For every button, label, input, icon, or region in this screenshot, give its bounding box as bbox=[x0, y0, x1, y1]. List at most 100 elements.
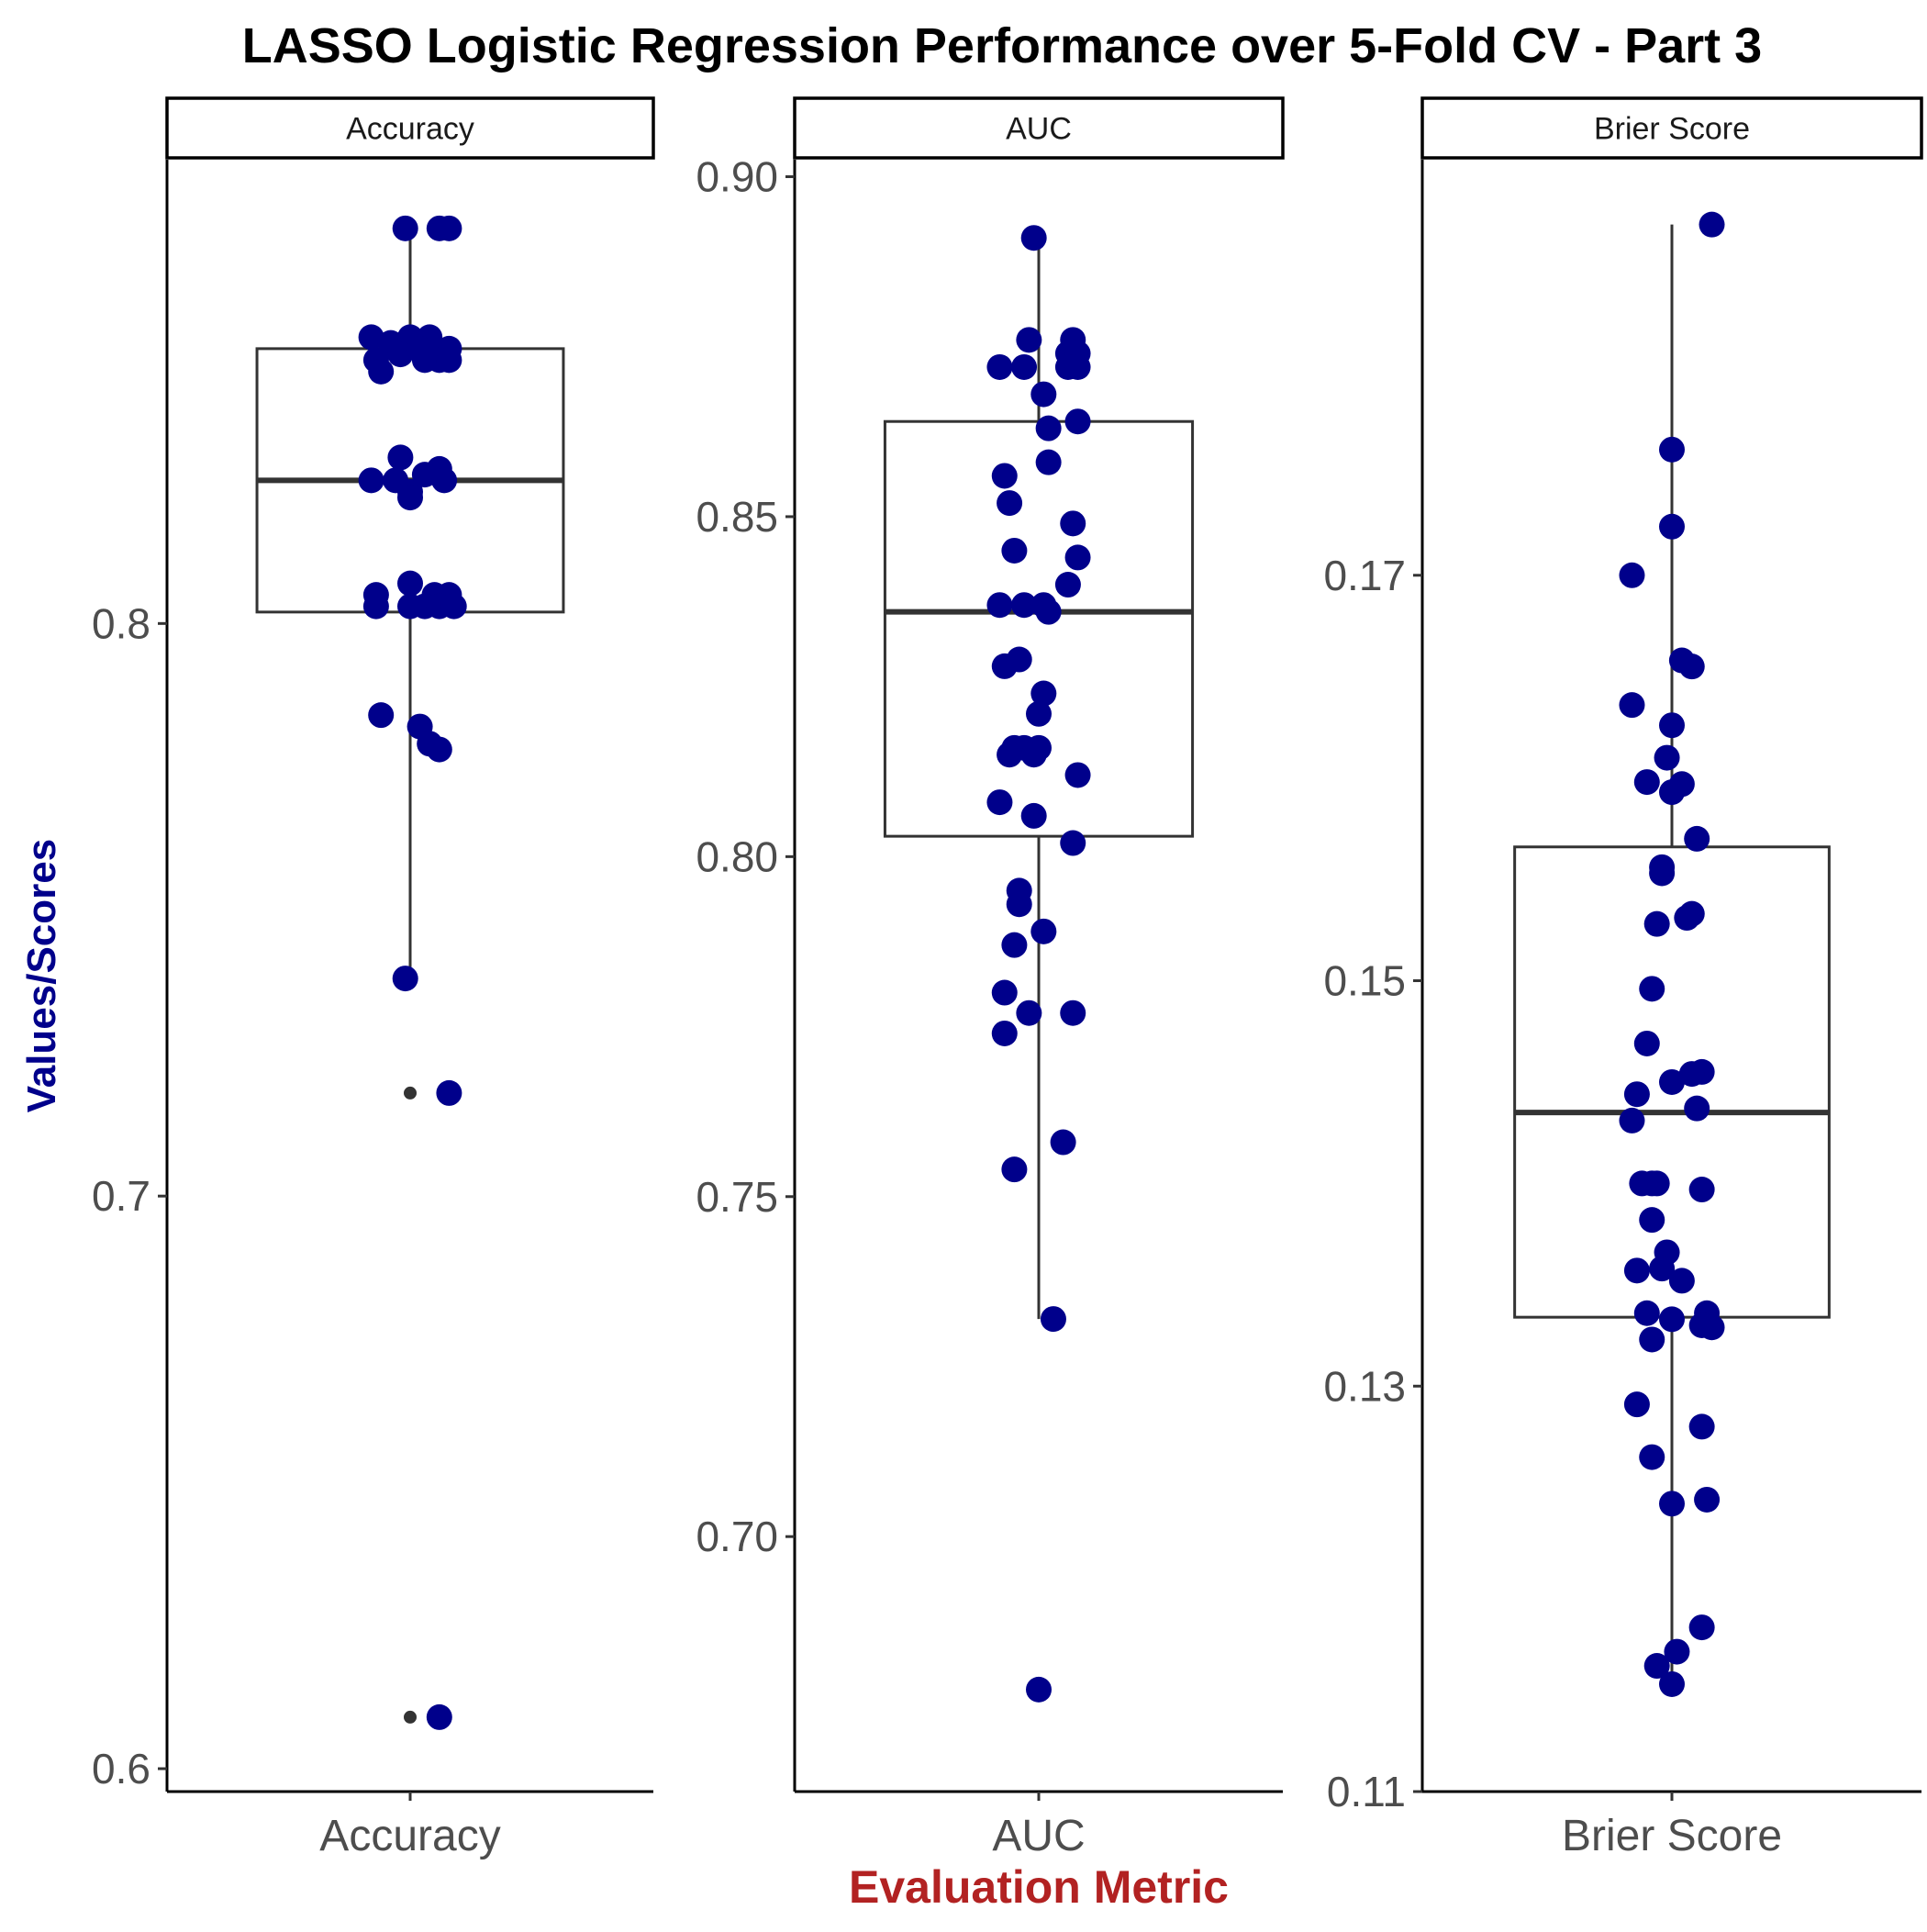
data-point bbox=[997, 490, 1023, 517]
data-point bbox=[426, 1703, 452, 1730]
data-point bbox=[1659, 1068, 1685, 1095]
y-tick-label: 0.7 bbox=[92, 1172, 150, 1220]
data-point bbox=[1026, 700, 1052, 727]
data-point bbox=[1064, 544, 1091, 571]
data-point bbox=[1030, 381, 1057, 408]
y-tick-label: 0.6 bbox=[92, 1745, 150, 1792]
data-point bbox=[1659, 712, 1685, 739]
data-point bbox=[1688, 1413, 1715, 1440]
data-point bbox=[1654, 744, 1680, 771]
data-point bbox=[1001, 1156, 1028, 1183]
y-tick-label: 0.17 bbox=[1323, 552, 1406, 599]
data-point bbox=[1619, 1107, 1645, 1134]
data-point bbox=[1659, 1670, 1685, 1697]
data-point bbox=[1040, 1306, 1066, 1333]
y-tick-label: 0.8 bbox=[92, 599, 150, 647]
facet-strip-label: Accuracy bbox=[346, 112, 474, 147]
data-point bbox=[392, 215, 418, 241]
data-point bbox=[1064, 408, 1091, 435]
data-point bbox=[1030, 918, 1057, 944]
data-point bbox=[1060, 1000, 1086, 1026]
data-point bbox=[1699, 1314, 1725, 1341]
y-tick-label: 0.13 bbox=[1323, 1362, 1406, 1410]
data-point bbox=[1639, 1170, 1665, 1197]
outlier-point bbox=[404, 1086, 417, 1100]
data-point bbox=[436, 1079, 462, 1106]
outlier-point bbox=[404, 1710, 417, 1724]
data-point bbox=[1659, 1306, 1685, 1333]
data-point bbox=[991, 979, 1018, 1006]
facet-panels: Accuracy 0.6 0.7 0.8 Accuracy AUC 0.70 0.75 0.80… bbox=[92, 96, 1923, 1860]
facet-panel: Brier Score 0.11 0.13 0.15 0.17 Brier Score bbox=[1323, 96, 1923, 1860]
data-point bbox=[1659, 1491, 1685, 1517]
data-point bbox=[1678, 1061, 1705, 1088]
data-point bbox=[1035, 449, 1062, 475]
data-point bbox=[440, 593, 467, 620]
data-point bbox=[431, 467, 458, 494]
data-point bbox=[1064, 762, 1091, 788]
y-tick-label: 0.11 bbox=[1327, 1768, 1406, 1815]
data-point bbox=[397, 570, 423, 597]
data-point bbox=[1001, 537, 1028, 564]
x-tick-label: Accuracy bbox=[319, 1812, 500, 1860]
data-point bbox=[1050, 1129, 1076, 1156]
data-point bbox=[1001, 932, 1028, 958]
data-point bbox=[1054, 572, 1081, 598]
data-point bbox=[986, 592, 1013, 619]
data-point bbox=[1035, 598, 1062, 625]
facet-strip bbox=[1420, 96, 1923, 160]
data-point bbox=[1619, 692, 1645, 719]
data-point bbox=[358, 467, 384, 494]
data-point bbox=[1016, 327, 1042, 353]
data-point bbox=[383, 467, 409, 494]
data-point bbox=[1633, 1030, 1660, 1056]
data-point bbox=[1639, 976, 1665, 1002]
y-tick-label: 0.15 bbox=[1323, 957, 1406, 1005]
facet-panel: AUC 0.70 0.75 0.80 0.85 0.90 AUC bbox=[696, 96, 1285, 1860]
data-point bbox=[1633, 769, 1660, 796]
x-tick-label: Brier Score bbox=[1562, 1812, 1782, 1860]
data-point bbox=[368, 702, 395, 729]
data-point bbox=[1619, 562, 1645, 588]
data-point bbox=[1649, 1256, 1676, 1282]
data-point bbox=[1678, 653, 1705, 680]
data-point bbox=[997, 742, 1023, 768]
data-point bbox=[358, 324, 384, 351]
y-axis-title: Values/Scores bbox=[19, 839, 64, 1112]
data-point bbox=[1035, 415, 1062, 441]
data-point bbox=[991, 1020, 1018, 1046]
data-point bbox=[1016, 1000, 1042, 1026]
data-point bbox=[1006, 646, 1032, 673]
data-point bbox=[1030, 680, 1057, 707]
data-point bbox=[1623, 1081, 1650, 1108]
data-point bbox=[362, 593, 389, 620]
data-point bbox=[1668, 1268, 1695, 1294]
data-point bbox=[1020, 225, 1047, 251]
data-point bbox=[436, 215, 462, 241]
data-point bbox=[1020, 802, 1047, 829]
data-point bbox=[1633, 1300, 1660, 1326]
data-point bbox=[1659, 779, 1685, 806]
data-point bbox=[1623, 1257, 1650, 1284]
data-point bbox=[1643, 1653, 1670, 1680]
data-point bbox=[1674, 905, 1700, 932]
data-point bbox=[426, 736, 452, 763]
y-tick-label: 0.70 bbox=[696, 1513, 778, 1560]
data-point bbox=[1011, 592, 1038, 619]
data-point bbox=[368, 358, 395, 385]
chart-title: LASSO Logistic Regression Performance ov… bbox=[242, 18, 1762, 73]
data-point bbox=[1688, 1614, 1715, 1641]
data-point bbox=[1006, 891, 1032, 918]
y-tick-label: 0.80 bbox=[696, 832, 778, 880]
facet-strip-label: AUC bbox=[1006, 112, 1072, 147]
data-point bbox=[1649, 860, 1676, 887]
y-tick-label: 0.90 bbox=[696, 153, 778, 201]
data-point bbox=[1694, 1486, 1721, 1513]
data-point bbox=[1643, 910, 1670, 937]
x-axis-title: Evaluation Metric bbox=[849, 1861, 1229, 1913]
data-point bbox=[1026, 1676, 1052, 1703]
data-point bbox=[397, 485, 423, 511]
data-point bbox=[387, 341, 414, 368]
